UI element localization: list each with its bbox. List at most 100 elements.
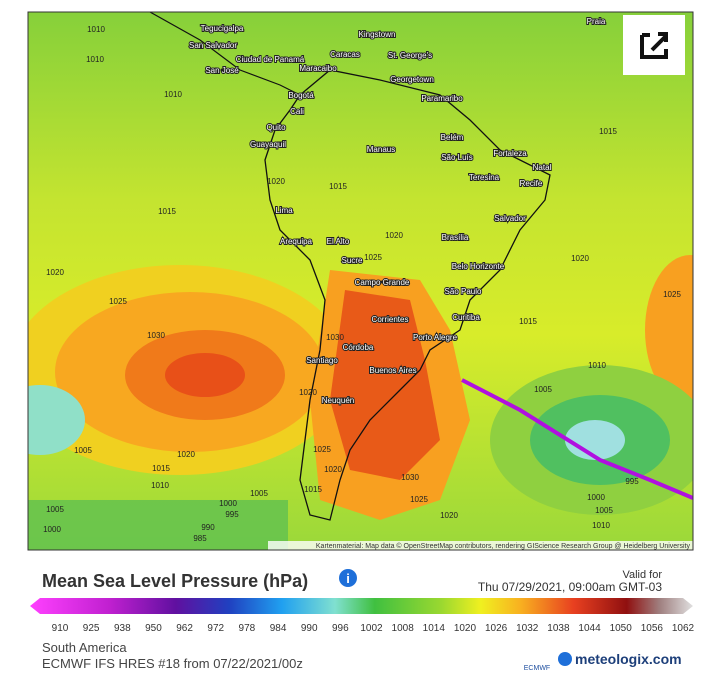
city-label: Manaus: [367, 145, 395, 154]
city-dot: [316, 66, 320, 70]
isobar-label: 1010: [86, 55, 104, 64]
city-dot: [320, 358, 324, 362]
colorbar-tick-label: 1026: [485, 623, 508, 634]
city-label: Curitiba: [452, 313, 480, 322]
city-label: Salvador: [494, 214, 526, 223]
isobar-label: 1015: [158, 207, 176, 216]
isobar-label: 1030: [401, 473, 419, 482]
city-dot: [266, 142, 270, 146]
isobar-label: 1015: [152, 464, 170, 473]
city-label: Fortaleza: [493, 149, 527, 158]
colorbar-tick-label: 996: [332, 623, 349, 634]
city-label: Caracas: [330, 50, 360, 59]
legend-title: Mean Sea Level Pressure (hPa): [42, 571, 308, 591]
isobar-label: 1010: [164, 90, 182, 99]
colorbar-tick-label: 925: [83, 623, 100, 634]
isobar-label: 1010: [87, 25, 105, 34]
city-label: Recife: [520, 179, 543, 188]
datetime: Thu 07/29/2021, 09:00am GMT-03: [478, 580, 662, 594]
colorbar-tick-label: 1050: [610, 623, 633, 634]
city-label: Georgetown: [390, 75, 434, 84]
isobar-label: 1005: [595, 506, 613, 515]
city-dot: [464, 315, 468, 319]
region: South America: [42, 640, 127, 655]
isobar-label: 1015: [519, 317, 537, 326]
city-dot: [375, 32, 379, 36]
isobar-label: 1020: [267, 177, 285, 186]
city-label: Paramaribo: [421, 94, 463, 103]
isobar-label: 1020: [324, 465, 342, 474]
isobar-label: 995: [225, 510, 239, 519]
share-button[interactable]: [623, 15, 685, 75]
city-label: Neuquén: [322, 396, 354, 405]
isobar-label: 1005: [250, 489, 268, 498]
colorbar-tick-label: 1014: [423, 623, 446, 634]
svg-text:i: i: [346, 571, 350, 586]
city-dot: [336, 239, 340, 243]
isobar-label: 1020: [385, 231, 403, 240]
info-icon[interactable]: i: [339, 569, 357, 587]
isobar-label: 1010: [592, 521, 610, 530]
city-dot: [350, 258, 354, 262]
city-label: Lima: [275, 206, 293, 215]
isobar-label: 1000: [219, 499, 237, 508]
city-dot: [299, 93, 303, 97]
city-label: Kingstown: [359, 30, 396, 39]
city-label: Bogotá: [288, 91, 314, 100]
colorbar-tick-label: 990: [301, 623, 318, 634]
isobar-label: 1005: [46, 505, 64, 514]
isobar-label: 1025: [109, 297, 127, 306]
attribution: Kartenmaterial: Map data © OpenStreetMap…: [316, 542, 691, 550]
isobar-label: 1020: [299, 388, 317, 397]
isobar-label: 1025: [410, 495, 428, 504]
city-label: St. George's: [388, 51, 432, 60]
city-dot: [274, 125, 278, 129]
city-dot: [461, 289, 465, 293]
isobar-label: 1020: [571, 254, 589, 263]
isobar-label: 1020: [46, 268, 64, 277]
isobar-label: 1005: [534, 385, 552, 394]
city-dot: [433, 335, 437, 339]
isobar-label: 1015: [599, 127, 617, 136]
colorbar-tick-label: 1032: [516, 623, 539, 634]
brand[interactable]: meteologix.com: [575, 651, 682, 667]
city-dot: [455, 155, 459, 159]
city-label: Teresina: [469, 173, 500, 182]
colorbar-tick-label: 984: [270, 623, 287, 634]
city-dot: [508, 151, 512, 155]
city-label: Belo Horizonte: [452, 262, 505, 271]
city-dot: [440, 96, 444, 100]
colorbar-tick-label: 950: [145, 623, 162, 634]
colorbar-tick-label: 1062: [672, 623, 695, 634]
city-dot: [476, 264, 480, 268]
city-dot: [410, 77, 414, 81]
city-dot: [294, 239, 298, 243]
city-label: Arequipa: [280, 237, 313, 246]
map-frame: [27, 11, 694, 551]
city-label: Quito: [266, 123, 286, 132]
colorbar-tick-label: 978: [239, 623, 256, 634]
city-label: San Salvador: [189, 41, 237, 50]
city-dot: [343, 52, 347, 56]
isobar-label: 1010: [588, 361, 606, 370]
city-label: Santiago: [306, 356, 338, 365]
city-dot: [356, 345, 360, 349]
isobar-label: 1000: [43, 525, 61, 534]
city-dot: [453, 235, 457, 239]
city-label: Praia: [587, 17, 606, 26]
city-dot: [220, 68, 224, 72]
city-label: Corrientes: [372, 315, 409, 324]
isobar-label: 1015: [304, 485, 322, 494]
city-dot: [391, 368, 395, 372]
city-dot: [594, 19, 598, 23]
city-dot: [295, 109, 299, 113]
colorbar-tick-label: 1044: [578, 623, 601, 634]
valid-for: Valid for: [622, 569, 662, 581]
city-dot: [388, 317, 392, 321]
isobar-label: 1000: [587, 493, 605, 502]
city-label: Córdoba: [343, 343, 374, 352]
model: ECMWF IFS HRES #18 from 07/22/2021/00z: [42, 656, 303, 671]
city-label: San José: [205, 66, 239, 75]
isobar-label: 1015: [329, 182, 347, 191]
city-label: São Luís: [441, 153, 473, 162]
